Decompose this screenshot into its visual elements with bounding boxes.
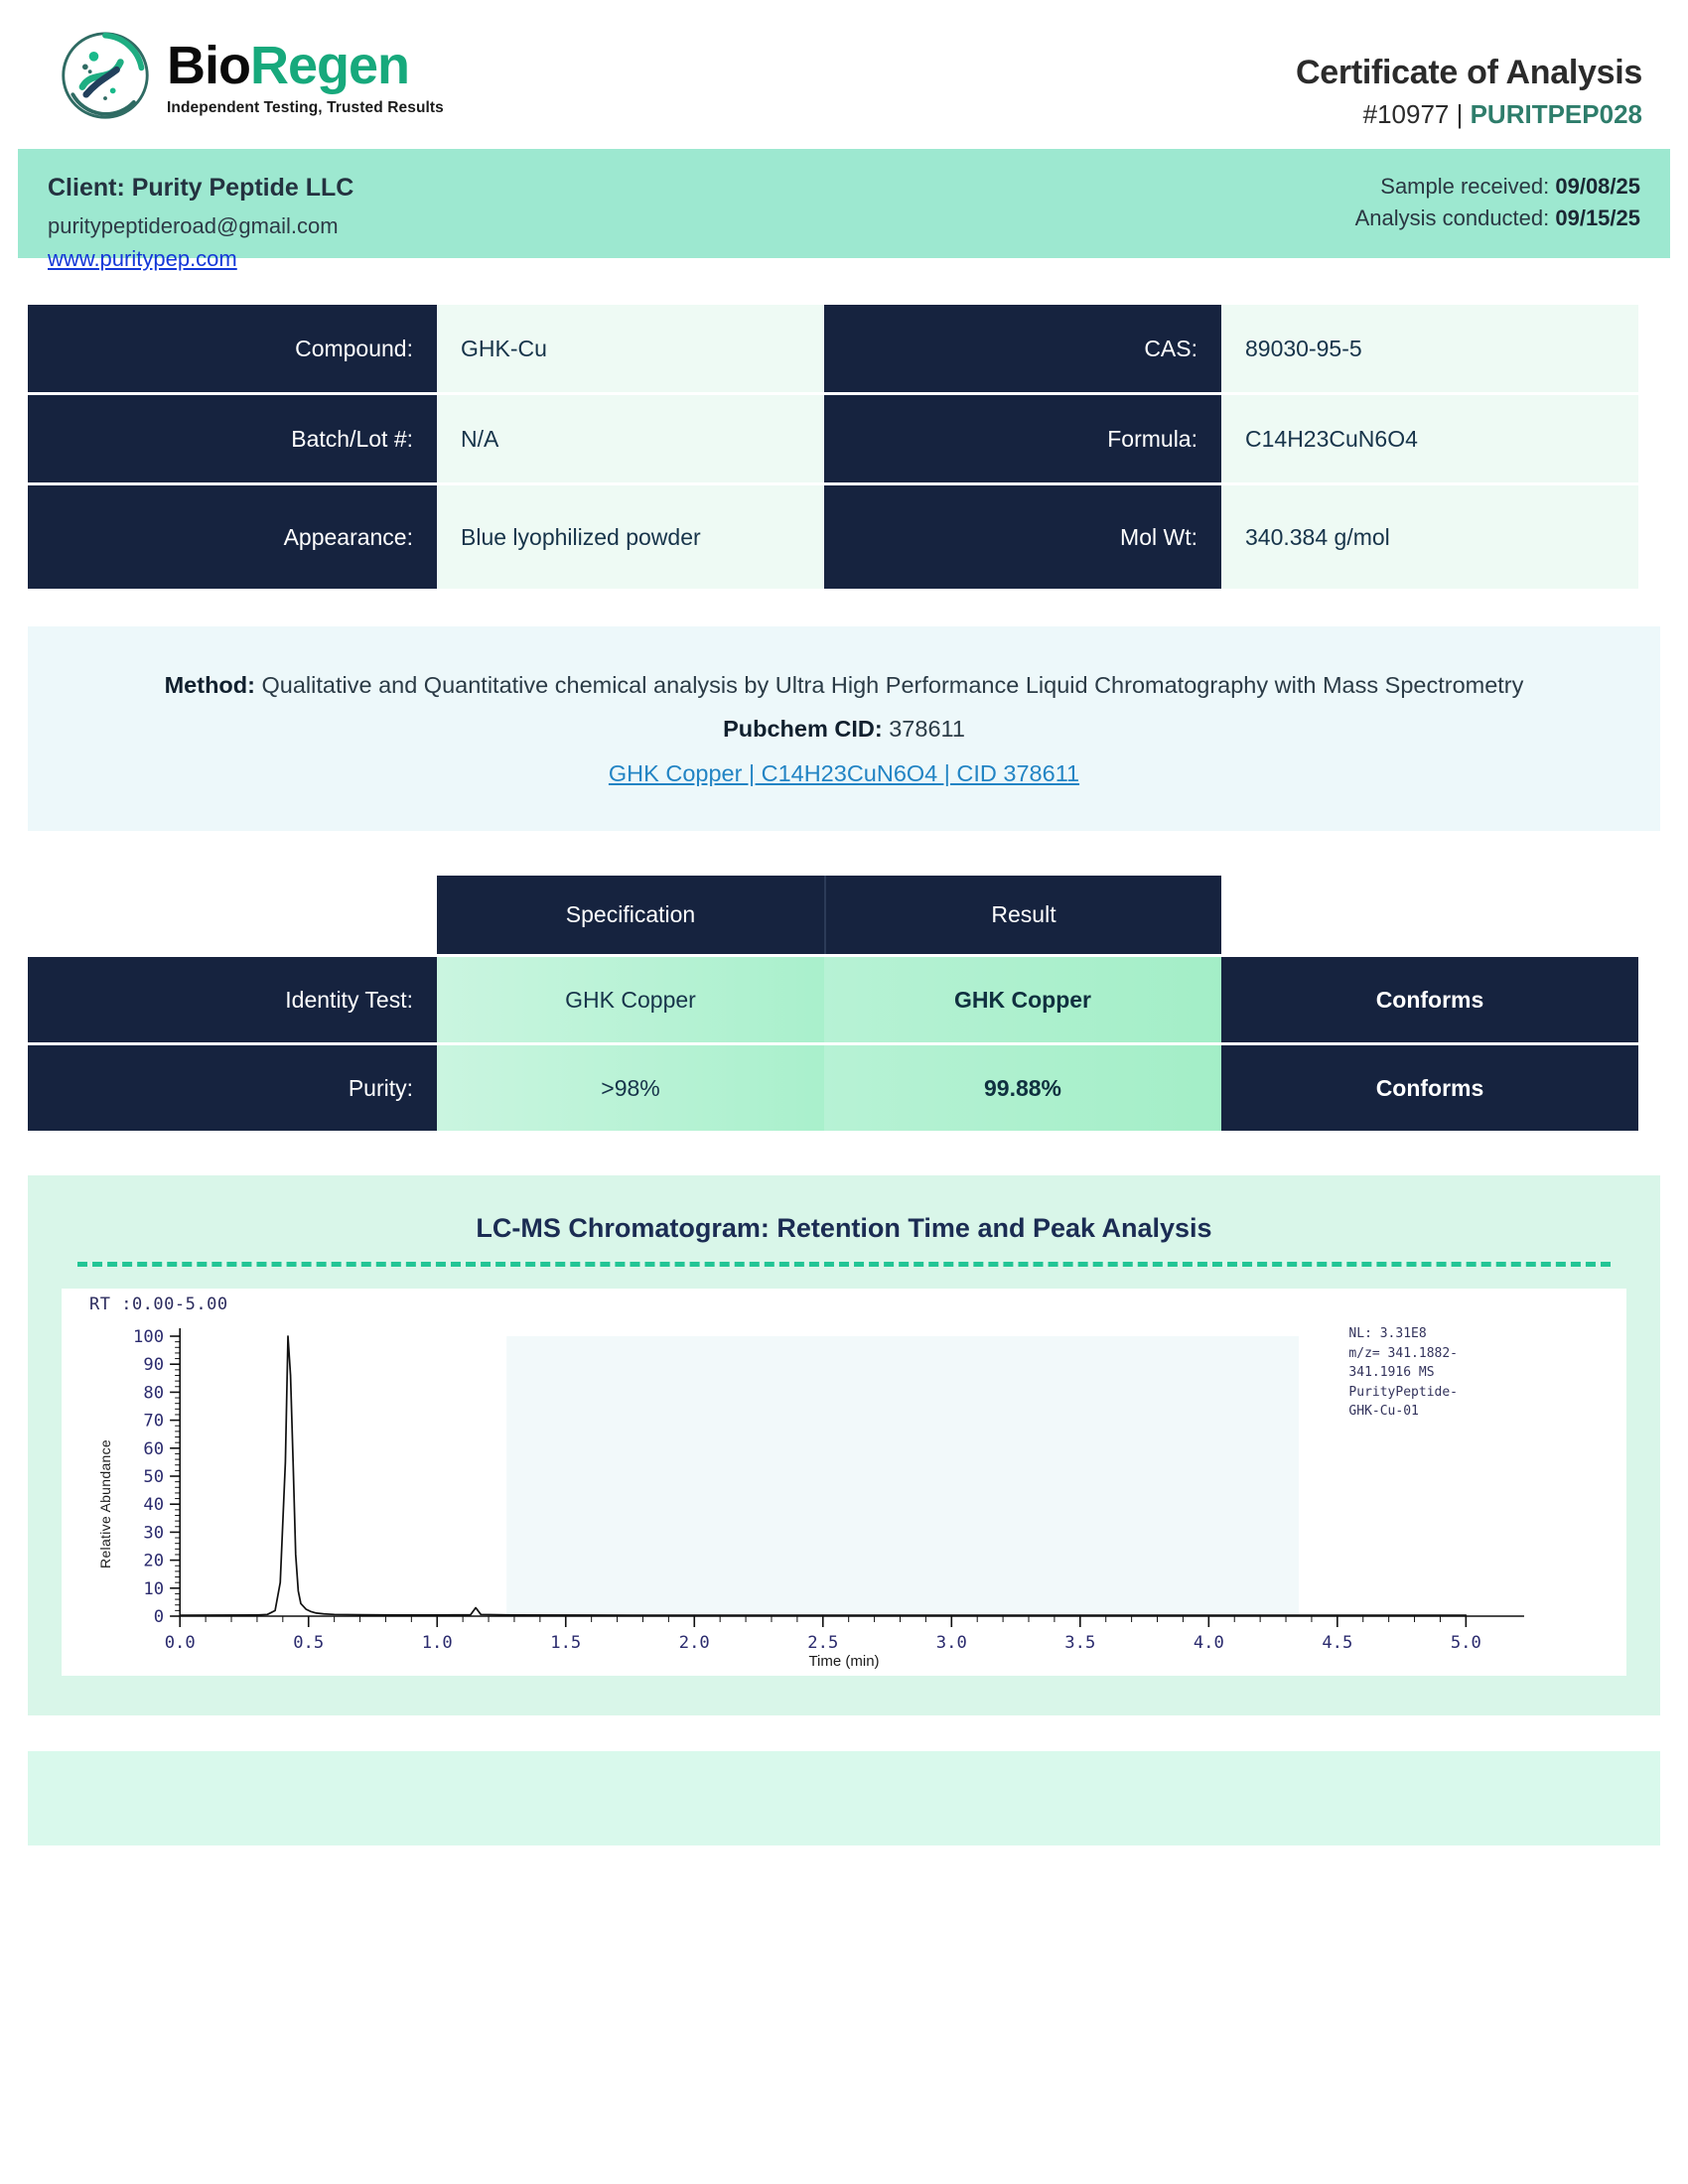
svg-text:1.0: 1.0 bbox=[422, 1633, 453, 1653]
chromatogram-section: LC-MS Chromatogram: Retention Time and P… bbox=[28, 1175, 1660, 1716]
analysis-conducted-date: 09/15/25 bbox=[1555, 205, 1640, 230]
brand-tagline: Independent Testing, Trusted Results bbox=[167, 98, 444, 116]
results-table: Specification Result Identity Test: GHK … bbox=[28, 876, 1660, 1132]
brand-name-part2: Regen bbox=[250, 35, 410, 95]
svg-text:70: 70 bbox=[143, 1412, 164, 1432]
method-text: Qualitative and Quantitative chemical an… bbox=[254, 672, 1524, 698]
row-spec-purity: >98% bbox=[437, 1045, 824, 1132]
svg-text:2.5: 2.5 bbox=[807, 1633, 838, 1653]
dashed-divider bbox=[77, 1262, 1611, 1268]
svg-text:20: 20 bbox=[143, 1552, 164, 1571]
x-axis-title: Time (min) bbox=[808, 1653, 880, 1671]
formula-value: C14H23CuN6O4 bbox=[1221, 395, 1638, 482]
svg-text:90: 90 bbox=[143, 1355, 164, 1375]
annotation-mz-1: m/z= 341.1882- bbox=[1348, 1345, 1458, 1361]
svg-text:60: 60 bbox=[143, 1439, 164, 1459]
sample-dates: Sample received: 09/08/25 Analysis condu… bbox=[1355, 171, 1640, 234]
method-description: Method: Qualitative and Quantitative che… bbox=[97, 666, 1591, 704]
coa-header-block: Certificate of Analysis #10977 | PURITPE… bbox=[1296, 28, 1642, 130]
svg-text:0: 0 bbox=[154, 1607, 164, 1627]
method-label: Method: bbox=[164, 672, 255, 698]
svg-text:80: 80 bbox=[143, 1384, 164, 1404]
rt-range-label: RT :0.00-5.00 bbox=[89, 1295, 228, 1315]
svg-text:0.5: 0.5 bbox=[293, 1633, 324, 1653]
column-header-specification: Specification bbox=[437, 876, 824, 955]
chromatogram-svg: 0 10 20 30 40 50 60 70 80 90 100 0.0 0.5 1.0 1.5 2.0 2.5… bbox=[133, 1327, 1524, 1653]
status-badge-purity: Conforms bbox=[1221, 1045, 1638, 1132]
chromatogram-plot: RT :0.00-5.00 NL: 3.31E8 m/z= 341.1882- … bbox=[62, 1289, 1626, 1677]
row-result-identity: GHK Copper bbox=[824, 957, 1221, 1043]
cas-label: CAS: bbox=[824, 305, 1221, 392]
client-info-band: Client: Purity Peptide LLC puritypeptide… bbox=[18, 149, 1670, 271]
table-row: Identity Test: GHK Copper GHK Copper Con… bbox=[28, 957, 1660, 1043]
svg-text:10: 10 bbox=[143, 1579, 164, 1599]
molwt-label: Mol Wt: bbox=[824, 485, 1221, 589]
sample-received-row: Sample received: 09/08/25 bbox=[1355, 171, 1640, 203]
row-label-identity: Identity Test: bbox=[28, 957, 437, 1043]
chromatogram-annotation: NL: 3.31E8 m/z= 341.1882- 341.1916 MS Pu… bbox=[1348, 1324, 1458, 1422]
row-result-purity: 99.88% bbox=[824, 1045, 1221, 1132]
chromatogram-title: LC-MS Chromatogram: Retention Time and P… bbox=[476, 1213, 1212, 1244]
pubchem-cid-row: Pubchem CID: 378611 bbox=[97, 716, 1591, 743]
footer-panel bbox=[28, 1751, 1660, 1846]
compound-label: Compound: bbox=[28, 305, 437, 392]
client-website-link[interactable]: www.puritypep.com bbox=[48, 245, 237, 271]
method-section: Method: Qualitative and Quantitative che… bbox=[28, 626, 1660, 832]
svg-text:100: 100 bbox=[133, 1327, 164, 1347]
client-email: puritypeptideroad@gmail.com bbox=[48, 212, 339, 238]
sample-received-label: Sample received: bbox=[1380, 174, 1556, 199]
svg-text:30: 30 bbox=[143, 1524, 164, 1544]
compound-value: GHK-Cu bbox=[437, 305, 824, 392]
svg-text:3.0: 3.0 bbox=[936, 1633, 967, 1653]
annotation-sample-2: GHK-Cu-01 bbox=[1348, 1404, 1419, 1420]
sample-received-date: 09/08/25 bbox=[1555, 174, 1640, 199]
annotation-mz-2: 341.1916 MS bbox=[1348, 1365, 1435, 1381]
appearance-value: Blue lyophilized powder bbox=[437, 485, 824, 589]
coa-title: Certificate of Analysis bbox=[1296, 54, 1642, 91]
pubchem-cid-value: 378611 bbox=[882, 716, 965, 743]
svg-text:50: 50 bbox=[143, 1467, 164, 1487]
pubchem-link[interactable]: GHK Copper | C14H23CuN6O4 | CID 378611 bbox=[608, 760, 1080, 787]
row-spec-identity: GHK Copper bbox=[437, 957, 824, 1043]
coa-code: PURITPEP028 bbox=[1470, 99, 1642, 129]
pubchem-cid-label: Pubchem CID: bbox=[723, 716, 883, 743]
row-label-purity: Purity: bbox=[28, 1045, 437, 1132]
brand-logo: BioRegen Independent Testing, Trusted Re… bbox=[58, 28, 444, 123]
bioregen-circular-logo-icon bbox=[62, 32, 149, 119]
svg-text:4.0: 4.0 bbox=[1194, 1633, 1224, 1653]
results-header-spacer bbox=[28, 876, 437, 954]
svg-text:3.5: 3.5 bbox=[1064, 1633, 1095, 1653]
annotation-sample-1: PurityPeptide- bbox=[1348, 1384, 1458, 1400]
svg-text:1.5: 1.5 bbox=[550, 1633, 581, 1653]
batch-label: Batch/Lot #: bbox=[28, 395, 437, 482]
svg-text:40: 40 bbox=[143, 1495, 164, 1515]
svg-text:0.0: 0.0 bbox=[165, 1633, 196, 1653]
svg-text:4.5: 4.5 bbox=[1322, 1633, 1352, 1653]
analysis-conducted-label: Analysis conducted: bbox=[1354, 205, 1556, 230]
results-header-row: Specification Result bbox=[28, 876, 1660, 955]
compound-info-table: Compound: GHK-Cu CAS: 89030-95-5 Batch/L… bbox=[28, 305, 1660, 589]
formula-label: Formula: bbox=[824, 395, 1221, 482]
results-header-spacer-right bbox=[1221, 876, 1638, 954]
svg-text:5.0: 5.0 bbox=[1451, 1633, 1481, 1653]
cas-value: 89030-95-5 bbox=[1221, 305, 1638, 392]
svg-text:2.0: 2.0 bbox=[679, 1633, 710, 1653]
appearance-label: Appearance: bbox=[28, 485, 437, 589]
client-name: Client: Purity Peptide LLC bbox=[48, 174, 354, 202]
analysis-conducted-row: Analysis conducted: 09/15/25 bbox=[1355, 203, 1640, 234]
coa-identifier: #10977 | PURITPEP028 bbox=[1296, 99, 1642, 130]
table-row: Purity: >98% 99.88% Conforms bbox=[28, 1045, 1660, 1132]
client-details: Client: Purity Peptide LLC puritypeptide… bbox=[48, 171, 353, 274]
page-header: BioRegen Independent Testing, Trusted Re… bbox=[28, 0, 1660, 149]
brand-name-part1: Bio bbox=[167, 35, 251, 95]
column-header-result: Result bbox=[824, 876, 1221, 955]
batch-value: N/A bbox=[437, 395, 824, 482]
annotation-nl: NL: 3.31E8 bbox=[1348, 1326, 1427, 1342]
coa-number: #10977 | bbox=[1362, 99, 1471, 129]
brand-name: BioRegen bbox=[167, 39, 444, 92]
molwt-value: 340.384 g/mol bbox=[1221, 485, 1638, 589]
status-badge-identity: Conforms bbox=[1221, 957, 1638, 1043]
